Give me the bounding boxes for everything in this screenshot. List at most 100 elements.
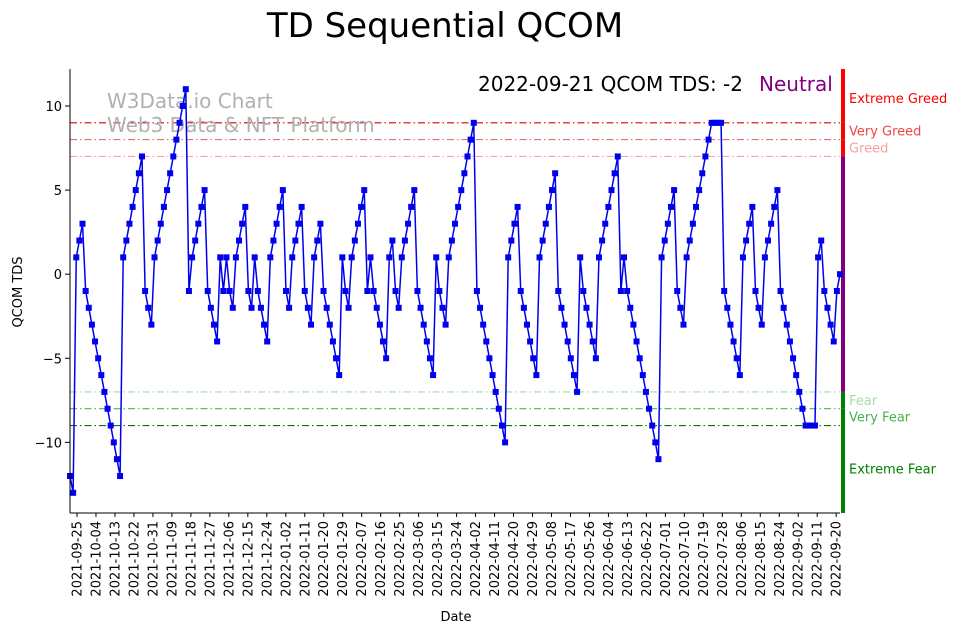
data-point (552, 170, 559, 177)
x-tick-label: 2022-06-04 (602, 521, 617, 597)
data-point (142, 288, 149, 294)
data-point (207, 304, 214, 311)
zone-segment-5 (841, 408, 845, 426)
x-tick-label: 2022-03-06 (412, 521, 427, 597)
data-point (358, 203, 365, 210)
zone-label-6: Extreme Fear (849, 463, 937, 478)
data-point (520, 304, 527, 311)
data-point (790, 355, 797, 362)
data-point (120, 254, 127, 261)
data-point (76, 237, 83, 244)
x-tick-label: 2021-11-27 (203, 521, 218, 597)
data-point (104, 405, 111, 412)
x-tick-label: 2022-02-16 (374, 521, 389, 597)
data-point (765, 237, 772, 244)
data-point (345, 304, 352, 311)
data-point (311, 254, 318, 261)
data-point (85, 304, 92, 311)
data-point (286, 304, 293, 311)
x-tick-label: 2021-10-13 (108, 521, 123, 597)
data-point (505, 254, 512, 261)
x-tick-label: 2022-06-22 (640, 521, 655, 597)
data-point (401, 237, 408, 244)
y-tick-label: 0 (54, 268, 62, 283)
data-point (649, 422, 656, 429)
data-point (423, 338, 430, 345)
data-point (796, 388, 803, 395)
x-tick-label: 2022-07-28 (716, 521, 731, 597)
data-point (502, 439, 509, 446)
data-point (811, 422, 818, 429)
data-point (498, 422, 505, 429)
data-point (768, 220, 775, 227)
data-point (339, 254, 346, 261)
series-qcom-tds (67, 86, 843, 496)
data-point (599, 237, 606, 244)
data-point (711, 119, 718, 126)
data-point (577, 254, 584, 261)
data-point (617, 288, 624, 294)
zone-label-0: Extreme Greed (849, 92, 947, 107)
data-point (254, 288, 261, 294)
x-axis-label: Date (440, 610, 471, 625)
data-point (145, 304, 152, 311)
data-point (170, 153, 177, 160)
data-point (580, 288, 587, 294)
data-point (530, 355, 537, 362)
data-point (677, 304, 684, 311)
data-point (138, 153, 145, 160)
data-point (282, 288, 289, 294)
x-tick-label: 2022-04-20 (507, 521, 522, 597)
y-tick-label: 5 (54, 184, 62, 199)
data-point (595, 254, 602, 261)
data-point (439, 304, 446, 311)
data-point (82, 288, 89, 294)
data-point (245, 288, 252, 294)
x-tick-label: 2022-09-02 (792, 521, 807, 597)
data-point (558, 304, 565, 311)
data-point (107, 422, 114, 429)
data-point (279, 187, 286, 194)
data-point (273, 220, 280, 227)
data-point (458, 187, 465, 194)
data-point (173, 136, 180, 143)
data-point (827, 321, 834, 328)
data-point (354, 220, 361, 227)
data-point (667, 203, 674, 210)
y-axis-label: QCOM TDS (11, 256, 26, 327)
y-tick-label: −10 (35, 436, 62, 451)
data-point (514, 203, 521, 210)
data-point (461, 170, 468, 177)
data-point (389, 237, 396, 244)
x-tick-label: 2022-02-25 (393, 521, 408, 597)
y-ticks: −10 −5 0 5 10 (35, 100, 70, 451)
data-point (135, 170, 142, 177)
data-point (477, 304, 484, 311)
data-point (182, 86, 189, 93)
data-point (730, 338, 737, 345)
x-tick-label: 2022-09-11 (811, 521, 826, 597)
zone-segment-1 (841, 122, 845, 140)
data-point (92, 338, 99, 345)
data-point (592, 355, 599, 362)
x-tick-label: 2021-11-18 (184, 521, 199, 597)
data-point (110, 439, 117, 446)
data-point (805, 422, 812, 429)
data-point (195, 220, 202, 227)
data-point (411, 187, 418, 194)
data-point (204, 288, 211, 294)
chart-title: TD Sequential QCOM (266, 6, 623, 46)
data-point (793, 372, 800, 379)
data-point (480, 321, 487, 328)
data-point (661, 237, 668, 244)
data-point (561, 321, 568, 328)
data-point (364, 288, 371, 294)
x-tick-label: 2022-05-26 (583, 521, 598, 597)
data-point (830, 338, 837, 345)
data-point (239, 220, 246, 227)
data-point (367, 254, 374, 261)
data-point (101, 388, 108, 395)
zone-segment-2 (841, 139, 845, 157)
data-point (442, 321, 449, 328)
